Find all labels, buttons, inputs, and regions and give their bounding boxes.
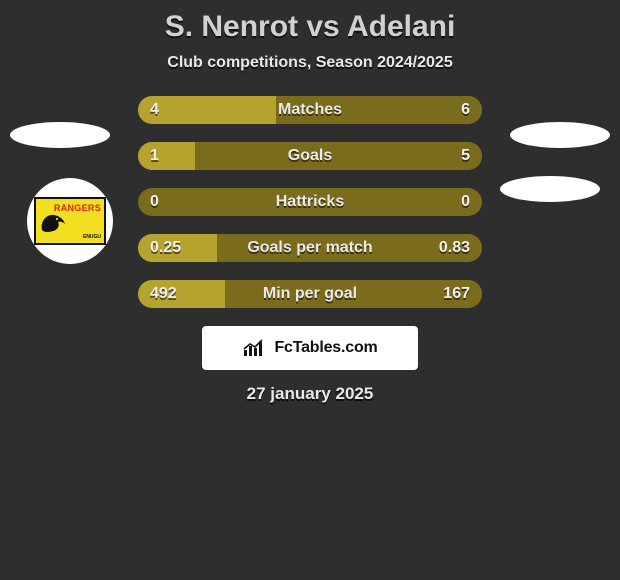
stat-value-right: 0.83 bbox=[439, 234, 470, 262]
stat-value-right: 167 bbox=[443, 280, 470, 308]
stat-value-right: 0 bbox=[461, 188, 470, 216]
stat-row: 1Goals5 bbox=[138, 142, 482, 170]
player-badge-right-2 bbox=[500, 176, 600, 202]
stat-row: 0Hattricks0 bbox=[138, 188, 482, 216]
date: 27 january 2025 bbox=[0, 384, 620, 404]
stat-label: Min per goal bbox=[138, 280, 482, 308]
stat-label: Goals bbox=[138, 142, 482, 170]
stat-value-right: 6 bbox=[461, 96, 470, 124]
brand-badge: FcTables.com bbox=[202, 326, 418, 370]
brand-text: FcTables.com bbox=[274, 339, 377, 357]
chart-icon bbox=[242, 338, 268, 358]
page-title: S. Nenrot vs Adelani bbox=[0, 0, 620, 44]
club-name: RANGERS bbox=[54, 203, 101, 213]
player-badge-left bbox=[10, 122, 110, 148]
stat-value-right: 5 bbox=[461, 142, 470, 170]
subtitle: Club competitions, Season 2024/2025 bbox=[0, 54, 620, 72]
stat-label: Hattricks bbox=[138, 188, 482, 216]
stat-label: Goals per match bbox=[138, 234, 482, 262]
stat-row: 492Min per goal167 bbox=[138, 280, 482, 308]
player-badge-right bbox=[510, 122, 610, 148]
stat-label: Matches bbox=[138, 96, 482, 124]
club-badge: RANGERS ENUGU bbox=[27, 178, 113, 264]
club-sub: ENUGU bbox=[83, 234, 101, 240]
stat-row: 4Matches6 bbox=[138, 96, 482, 124]
club-logo: RANGERS ENUGU bbox=[34, 197, 106, 245]
stats-chart: 4Matches6 1Goals5 0Hattricks0 0.25Goals per… bbox=[138, 96, 482, 308]
stat-row: 0.25Goals per match0.83 bbox=[138, 234, 482, 262]
root: S. Nenrot vs Adelani Club competitions, … bbox=[0, 0, 620, 580]
